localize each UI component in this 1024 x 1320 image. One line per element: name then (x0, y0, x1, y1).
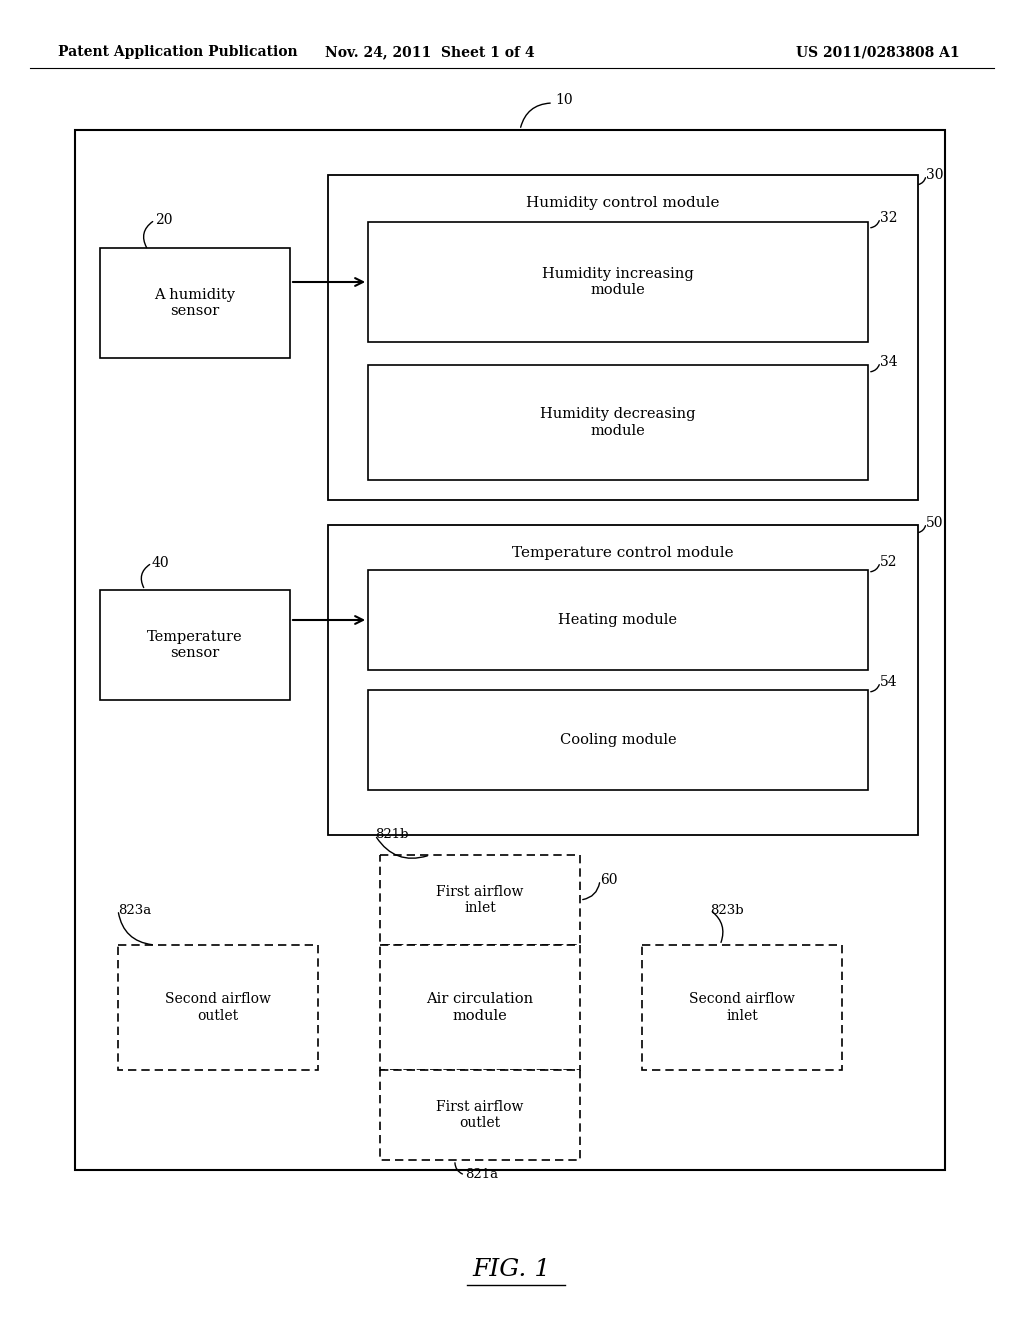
Bar (100, 248, 290, 358)
Text: Humidity decreasing
module: Humidity decreasing module (541, 408, 695, 438)
Text: Cooling module: Cooling module (560, 733, 676, 747)
Text: 32: 32 (880, 211, 897, 224)
Text: First airflow
inlet: First airflow inlet (436, 884, 523, 915)
Text: 823a: 823a (118, 903, 152, 916)
Bar (100, 590, 290, 700)
Text: 20: 20 (155, 213, 172, 227)
Text: 821a: 821a (465, 1168, 498, 1181)
Bar (368, 366, 868, 480)
Text: 52: 52 (880, 554, 897, 569)
Text: First airflow
outlet: First airflow outlet (436, 1100, 523, 1130)
Bar (368, 570, 868, 671)
Bar (328, 176, 918, 500)
Text: Air circulation
module: Air circulation module (426, 993, 534, 1023)
Bar (380, 945, 580, 1071)
Bar (368, 222, 868, 342)
Text: Humidity control module: Humidity control module (526, 195, 720, 210)
Text: Second airflow
outlet: Second airflow outlet (165, 993, 271, 1023)
Text: 40: 40 (152, 556, 170, 570)
Text: 50: 50 (926, 516, 943, 531)
Text: Second airflow
inlet: Second airflow inlet (689, 993, 795, 1023)
Bar (118, 945, 318, 1071)
Text: Heating module: Heating module (558, 612, 678, 627)
Bar (380, 855, 580, 945)
Text: US 2011/0283808 A1: US 2011/0283808 A1 (797, 45, 961, 59)
Text: 54: 54 (880, 675, 898, 689)
Bar (328, 525, 918, 836)
Text: 821b: 821b (375, 829, 409, 842)
Bar (368, 690, 868, 789)
Text: Nov. 24, 2011  Sheet 1 of 4: Nov. 24, 2011 Sheet 1 of 4 (326, 45, 535, 59)
Text: A humidity
sensor: A humidity sensor (155, 288, 236, 318)
Bar (380, 1071, 580, 1160)
Text: Temperature
sensor: Temperature sensor (147, 630, 243, 660)
Text: 10: 10 (555, 92, 572, 107)
Text: Humidity increasing
module: Humidity increasing module (542, 267, 694, 297)
Text: Patent Application Publication: Patent Application Publication (58, 45, 298, 59)
Text: 60: 60 (600, 873, 617, 887)
Text: Temperature control module: Temperature control module (512, 546, 734, 560)
Text: 30: 30 (926, 168, 943, 182)
Text: FIG. 1: FIG. 1 (473, 1258, 551, 1282)
Bar (75, 129, 945, 1170)
Text: 823b: 823b (710, 903, 743, 916)
Text: 34: 34 (880, 355, 898, 370)
Bar (642, 945, 842, 1071)
